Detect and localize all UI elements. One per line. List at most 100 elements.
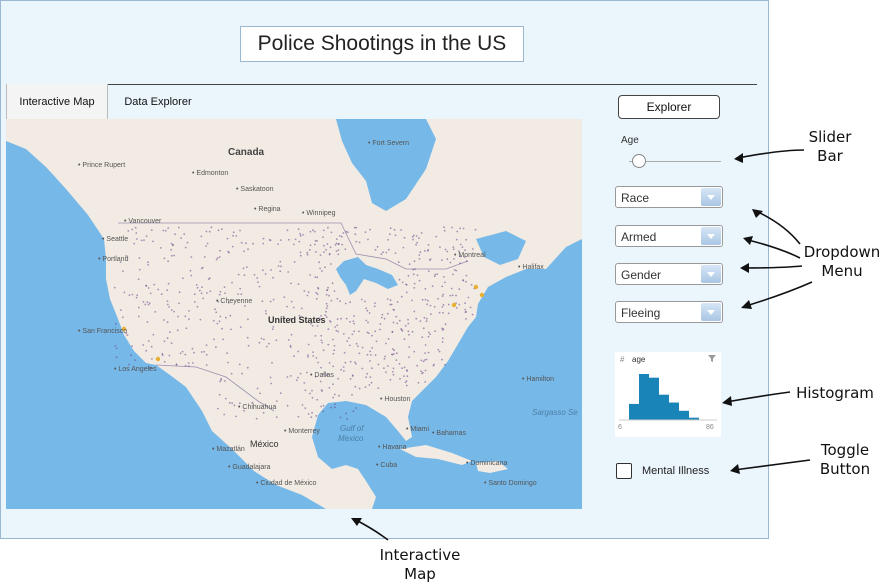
incident-dot[interactable] — [419, 320, 422, 322]
incident-dot[interactable] — [277, 265, 280, 267]
incident-dot[interactable] — [365, 376, 367, 379]
incident-dot[interactable] — [192, 362, 194, 364]
incident-dot[interactable] — [310, 416, 313, 418]
incident-dot[interactable] — [311, 389, 313, 392]
incident-dot[interactable] — [159, 247, 162, 249]
incident-dot[interactable] — [332, 365, 335, 368]
incident-dot[interactable] — [152, 333, 155, 336]
incident-dot[interactable] — [191, 347, 194, 350]
incident-dot[interactable] — [322, 349, 325, 352]
incident-dot[interactable] — [226, 237, 229, 240]
incident-dot[interactable] — [131, 228, 134, 231]
incident-dot[interactable] — [309, 274, 311, 276]
incident-dot[interactable] — [349, 320, 351, 323]
incident-dot[interactable] — [261, 300, 264, 303]
incident-dot[interactable] — [333, 349, 336, 352]
incident-dot[interactable] — [455, 294, 457, 297]
incident-dot[interactable] — [459, 262, 461, 265]
incident-dot[interactable] — [272, 326, 275, 328]
incident-dot[interactable] — [326, 243, 329, 245]
incident-dot[interactable] — [327, 226, 329, 229]
incident-dot[interactable] — [167, 282, 170, 285]
incident-dot[interactable] — [392, 321, 395, 324]
incident-dot[interactable] — [216, 257, 219, 259]
incident-dot[interactable] — [306, 253, 309, 256]
incident-dot[interactable] — [332, 396, 334, 399]
histogram-bar[interactable] — [689, 417, 699, 420]
incident-dot[interactable] — [336, 318, 339, 320]
incident-dot[interactable] — [429, 304, 432, 307]
incident-dot[interactable] — [403, 375, 405, 377]
incident-dot[interactable] — [379, 328, 381, 331]
incident-dot[interactable] — [426, 250, 429, 252]
incident-dot[interactable] — [150, 367, 152, 369]
incident-dot[interactable] — [442, 293, 445, 296]
incident-dot[interactable] — [355, 363, 357, 365]
incident-dot[interactable] — [297, 350, 300, 353]
incident-dot[interactable] — [371, 334, 373, 337]
incident-dot[interactable] — [170, 254, 173, 257]
incident-dot[interactable] — [374, 330, 377, 333]
incident-dot[interactable] — [351, 333, 354, 336]
incident-dot[interactable] — [452, 246, 455, 248]
incident-dot[interactable] — [184, 246, 187, 249]
incident-dot[interactable] — [227, 361, 229, 364]
incident-dot[interactable] — [401, 367, 403, 370]
incident-dot[interactable] — [361, 346, 364, 349]
incident-dot[interactable] — [358, 241, 361, 244]
incident-dot[interactable] — [227, 302, 230, 304]
incident-dot[interactable] — [366, 353, 369, 356]
incident-dot[interactable] — [459, 227, 462, 230]
incident-dot[interactable] — [173, 254, 176, 257]
incident-dot[interactable] — [452, 273, 454, 276]
incident-dot[interactable] — [161, 352, 164, 355]
incident-dot[interactable] — [316, 325, 319, 327]
incident-dot[interactable] — [163, 360, 166, 363]
incident-dot[interactable] — [195, 284, 198, 286]
incident-dot[interactable] — [277, 243, 279, 245]
incident-dot[interactable] — [316, 276, 319, 279]
incident-dot[interactable] — [226, 352, 229, 355]
incident-dot[interactable] — [452, 248, 455, 251]
incident-dot[interactable] — [329, 246, 332, 249]
incident-dot[interactable] — [161, 354, 164, 357]
incident-dot[interactable] — [302, 234, 304, 236]
incident-dot[interactable] — [262, 237, 265, 240]
incident-dot[interactable] — [323, 244, 325, 247]
incident-dot[interactable] — [455, 238, 458, 241]
incident-dot[interactable] — [219, 380, 221, 383]
incident-dot[interactable] — [299, 232, 302, 235]
incident-dot[interactable] — [135, 232, 138, 234]
incident-dot[interactable] — [321, 341, 324, 344]
incident-dot[interactable] — [393, 309, 396, 311]
incident-dot[interactable] — [327, 343, 330, 346]
incident-dot[interactable] — [247, 248, 249, 251]
incident-dot[interactable] — [458, 303, 461, 306]
incident-dot[interactable] — [275, 339, 278, 342]
incident-dot[interactable] — [328, 386, 331, 389]
incident-dot[interactable] — [166, 303, 169, 306]
incident-dot[interactable] — [335, 238, 338, 240]
incident-dot[interactable] — [437, 348, 440, 351]
incident-dot[interactable] — [444, 323, 447, 326]
incident-dot[interactable] — [389, 299, 392, 302]
incident-dot[interactable] — [396, 301, 399, 303]
incident-dot[interactable] — [449, 261, 452, 264]
incident-dot[interactable] — [392, 367, 395, 370]
incident-dot[interactable] — [323, 251, 325, 254]
incident-dot[interactable] — [353, 322, 355, 325]
incident-dot[interactable] — [354, 233, 357, 236]
incident-dot[interactable] — [282, 315, 285, 318]
incident-dot[interactable] — [269, 376, 272, 379]
incident-dot[interactable] — [366, 372, 369, 375]
incident-dot[interactable] — [128, 294, 131, 297]
incident-dot[interactable] — [306, 294, 309, 297]
incident-dot[interactable] — [420, 359, 423, 362]
incident-dot[interactable] — [306, 371, 308, 374]
incident-dot[interactable] — [353, 330, 355, 333]
incident-dot[interactable] — [441, 327, 443, 330]
incident-dot[interactable] — [316, 240, 318, 242]
incident-dot[interactable] — [451, 226, 453, 229]
incident-dot[interactable] — [344, 248, 347, 251]
incident-dot[interactable] — [320, 339, 323, 342]
